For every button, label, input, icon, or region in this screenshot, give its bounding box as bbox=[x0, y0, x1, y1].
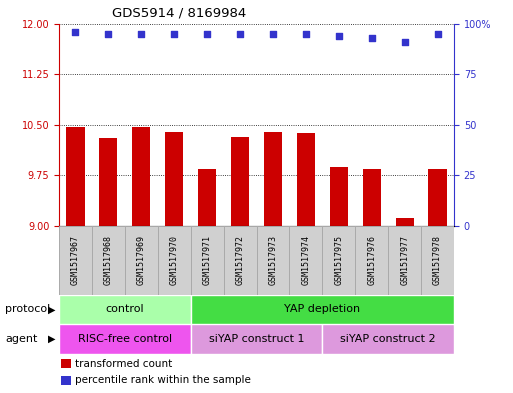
Point bbox=[368, 35, 376, 41]
Point bbox=[269, 31, 277, 37]
Bar bbox=[61, 376, 71, 385]
Bar bbox=[289, 226, 322, 295]
Bar bbox=[59, 295, 191, 324]
Text: GSM1517970: GSM1517970 bbox=[170, 235, 179, 285]
Bar bbox=[256, 226, 289, 295]
Point bbox=[401, 39, 409, 45]
Text: GSM1517973: GSM1517973 bbox=[268, 235, 278, 285]
Bar bbox=[61, 359, 71, 368]
Bar bbox=[191, 295, 454, 324]
Text: RISC-free control: RISC-free control bbox=[78, 334, 172, 344]
Text: GSM1517968: GSM1517968 bbox=[104, 235, 113, 285]
Bar bbox=[165, 132, 183, 226]
Bar bbox=[158, 226, 191, 295]
Text: GSM1517978: GSM1517978 bbox=[433, 235, 442, 285]
Text: GSM1517967: GSM1517967 bbox=[71, 235, 80, 285]
Text: siYAP construct 1: siYAP construct 1 bbox=[209, 334, 304, 344]
Point bbox=[104, 31, 112, 37]
Text: protocol: protocol bbox=[5, 305, 50, 314]
Point bbox=[433, 31, 442, 37]
Text: agent: agent bbox=[5, 334, 37, 344]
Bar bbox=[100, 138, 117, 226]
Point bbox=[334, 33, 343, 39]
Text: ▶: ▶ bbox=[48, 334, 56, 344]
Bar bbox=[330, 167, 348, 226]
Bar bbox=[66, 127, 85, 226]
Bar bbox=[191, 226, 224, 295]
Bar bbox=[231, 137, 249, 226]
Bar bbox=[198, 169, 216, 226]
Text: GSM1517969: GSM1517969 bbox=[137, 235, 146, 285]
Bar bbox=[92, 226, 125, 295]
Bar bbox=[132, 127, 150, 226]
Text: GDS5914 / 8169984: GDS5914 / 8169984 bbox=[112, 7, 247, 20]
Text: GSM1517972: GSM1517972 bbox=[235, 235, 245, 285]
Bar bbox=[224, 226, 256, 295]
Text: GSM1517977: GSM1517977 bbox=[400, 235, 409, 285]
Text: GSM1517975: GSM1517975 bbox=[334, 235, 343, 285]
Text: siYAP construct 2: siYAP construct 2 bbox=[340, 334, 436, 344]
Point bbox=[170, 31, 179, 37]
Text: GSM1517974: GSM1517974 bbox=[301, 235, 310, 285]
Bar bbox=[396, 218, 413, 226]
Bar bbox=[59, 226, 92, 295]
Bar bbox=[191, 324, 322, 354]
Point bbox=[203, 31, 211, 37]
Text: ▶: ▶ bbox=[48, 305, 56, 314]
Point bbox=[71, 29, 80, 35]
Bar bbox=[297, 133, 315, 226]
Bar bbox=[125, 226, 158, 295]
Bar bbox=[322, 324, 454, 354]
Bar bbox=[363, 169, 381, 226]
Bar bbox=[59, 324, 191, 354]
Bar bbox=[428, 169, 447, 226]
Text: YAP depletion: YAP depletion bbox=[284, 305, 361, 314]
Point bbox=[137, 31, 145, 37]
Bar bbox=[355, 226, 388, 295]
Bar bbox=[264, 132, 282, 226]
Text: GSM1517971: GSM1517971 bbox=[203, 235, 212, 285]
Text: transformed count: transformed count bbox=[75, 358, 172, 369]
Text: percentile rank within the sample: percentile rank within the sample bbox=[75, 375, 251, 385]
Bar bbox=[421, 226, 454, 295]
Bar bbox=[388, 226, 421, 295]
Text: GSM1517976: GSM1517976 bbox=[367, 235, 376, 285]
Point bbox=[302, 31, 310, 37]
Bar bbox=[322, 226, 355, 295]
Text: control: control bbox=[106, 305, 144, 314]
Point bbox=[236, 31, 244, 37]
